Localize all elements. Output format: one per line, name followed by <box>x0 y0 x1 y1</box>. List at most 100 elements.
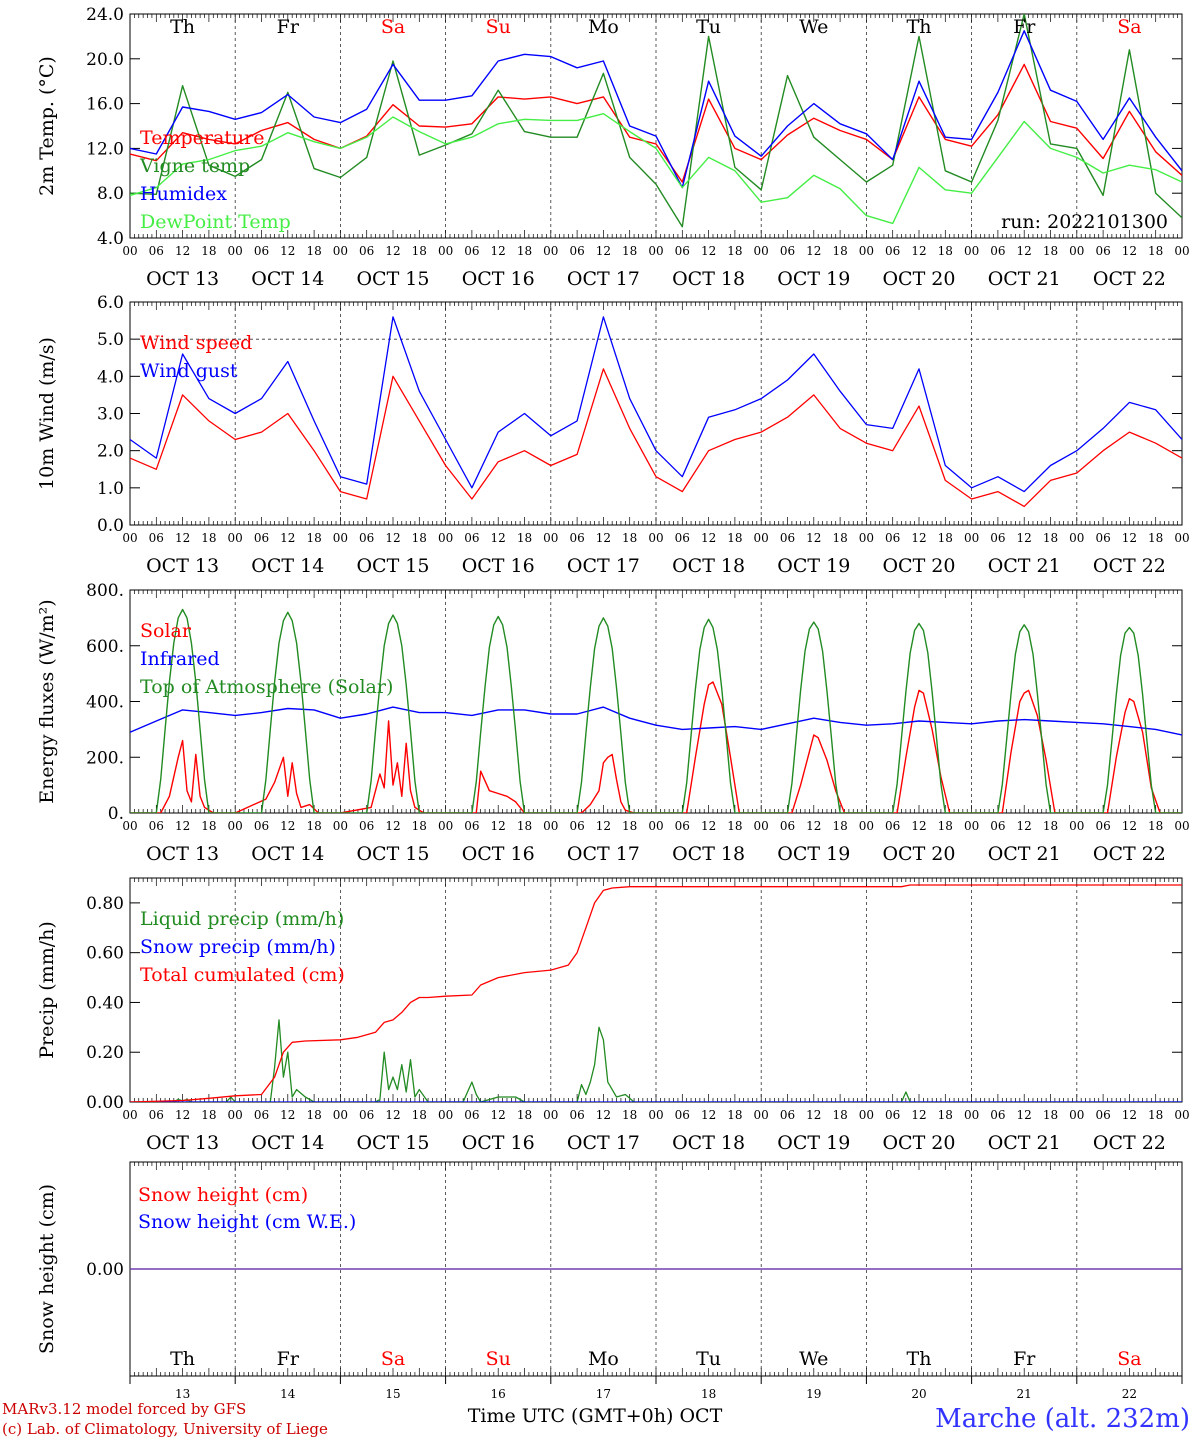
day-number-label: 22 <box>1122 1387 1137 1401</box>
hour-tick-label: 18 <box>201 1108 216 1122</box>
hour-tick-label: 06 <box>569 1108 584 1122</box>
hour-tick-label: 12 <box>385 1108 400 1122</box>
hour-tick-label: 00 <box>438 819 453 833</box>
hour-tick-label: 18 <box>1148 1108 1163 1122</box>
weekday-label: Th <box>907 1348 932 1370</box>
hour-tick-label: 12 <box>596 819 611 833</box>
day-label: OCT 22 <box>1093 555 1166 577</box>
hour-tick-label: 00 <box>964 1108 979 1122</box>
day-label: OCT 17 <box>567 843 640 865</box>
hour-tick-label: 06 <box>149 531 164 545</box>
legend-entry: Vigne temp <box>139 155 250 177</box>
hour-tick-label: 00 <box>228 819 243 833</box>
hour-tick-label: 06 <box>569 244 584 258</box>
hour-tick-label: 00 <box>648 1108 663 1122</box>
y-tick-label: 200. <box>86 748 124 768</box>
hour-tick-label: 06 <box>780 1108 795 1122</box>
hour-tick-label: 12 <box>1017 819 1032 833</box>
series-line-wind-gust <box>130 316 1182 493</box>
weekday-label: Tu <box>696 1348 721 1370</box>
hour-tick-label: 18 <box>832 1108 847 1122</box>
legend-entry: Snow precip (mm/h) <box>140 936 336 958</box>
hour-tick-label: 12 <box>1017 1108 1032 1122</box>
y-tick-label: 0. <box>108 804 124 824</box>
legend-entry: Infrared <box>140 648 220 670</box>
hour-tick-label: 12 <box>911 1108 926 1122</box>
legend-entry: DewPoint Temp <box>140 211 291 233</box>
hour-tick-label: 12 <box>280 244 295 258</box>
hour-tick-label: 18 <box>412 819 427 833</box>
hour-tick-label: 00 <box>754 244 769 258</box>
legend-entry: Wind speed <box>140 332 252 354</box>
day-label: OCT 22 <box>1093 268 1166 290</box>
day-number-label: 18 <box>701 1387 716 1401</box>
hour-tick-label: 06 <box>885 1108 900 1122</box>
y-axis-label: Snow height (cm) <box>36 1184 58 1354</box>
hour-tick-label: 06 <box>254 1108 269 1122</box>
hour-tick-label: 12 <box>806 244 821 258</box>
hour-tick-label: 00 <box>1069 819 1084 833</box>
day-label: OCT 20 <box>882 1132 955 1154</box>
hour-tick-label: 00 <box>754 1108 769 1122</box>
hour-tick-label: 00 <box>543 244 558 258</box>
hour-tick-label: 18 <box>938 244 953 258</box>
hour-tick-label: 00 <box>964 819 979 833</box>
hour-tick-label: 18 <box>1043 1108 1058 1122</box>
hour-tick-label: 00 <box>228 1108 243 1122</box>
hour-tick-label: 12 <box>596 244 611 258</box>
series-line-infrared <box>130 706 1182 736</box>
day-label: OCT 17 <box>567 555 640 577</box>
station-label: Marche (alt. 232m) <box>935 1404 1190 1434</box>
hour-tick-label: 00 <box>122 819 137 833</box>
y-tick-label: 0.0 <box>97 516 124 536</box>
hour-tick-label: 12 <box>280 819 295 833</box>
plot-frame <box>129 13 1183 239</box>
hour-tick-label: 12 <box>701 531 716 545</box>
hour-tick-label: 18 <box>622 1108 637 1122</box>
hour-tick-label: 12 <box>175 244 190 258</box>
day-label: OCT 14 <box>251 843 324 865</box>
hour-tick-label: 06 <box>254 531 269 545</box>
y-axis-label: 2m Temp. (°C) <box>36 56 58 196</box>
panel-precip: 0.00 0.20 0.40 0.60 0.80 Precip (mm/h) Liquid … <box>36 877 1190 1154</box>
hour-tick-label: 18 <box>622 819 637 833</box>
hour-tick-label: 06 <box>464 244 479 258</box>
weekday-label: Tu <box>696 16 721 38</box>
hour-tick-label: 12 <box>596 1108 611 1122</box>
hour-tick-label: 00 <box>648 531 663 545</box>
hour-tick-label: 00 <box>1069 531 1084 545</box>
series-line-solar <box>130 681 1182 813</box>
weekday-label: Su <box>486 1348 511 1370</box>
hour-tick-label: 06 <box>990 244 1005 258</box>
hour-tick-label: 00 <box>1174 1108 1189 1122</box>
day-label: OCT 16 <box>462 843 535 865</box>
hour-tick-label: 06 <box>1095 1108 1110 1122</box>
hour-tick-label: 18 <box>306 531 321 545</box>
hour-tick-label: 18 <box>306 819 321 833</box>
day-label: OCT 18 <box>672 555 745 577</box>
hour-tick-label: 06 <box>254 819 269 833</box>
day-label: OCT 19 <box>777 843 850 865</box>
series-line-humidex <box>130 30 1182 189</box>
y-tick-label: 8.0 <box>97 184 124 204</box>
y-axis-label: Energy fluxes (W/m²) <box>36 599 58 803</box>
series-line-top-of-atmosphere-solar- <box>130 608 1182 813</box>
hour-tick-label: 18 <box>201 819 216 833</box>
hour-tick-label: 06 <box>780 819 795 833</box>
hour-tick-label: 06 <box>359 819 374 833</box>
series-group <box>130 316 1182 508</box>
run-label: run: 2022101300 <box>1001 211 1168 233</box>
day-label: OCT 15 <box>356 555 429 577</box>
day-label: OCT 20 <box>882 843 955 865</box>
hour-tick-label: 18 <box>622 244 637 258</box>
y-tick-label: 4.0 <box>97 229 124 249</box>
day-label: OCT 21 <box>988 1132 1061 1154</box>
hour-tick-label: 18 <box>622 531 637 545</box>
day-label: OCT 14 <box>251 555 324 577</box>
panel-wind: 0.0 1.0 2.0 3.0 4.0 5.0 6.0 10m Wind (m/s) Wind … <box>36 293 1190 577</box>
hour-tick-label: 00 <box>122 244 137 258</box>
hour-tick-label: 00 <box>859 819 874 833</box>
hour-tick-label: 12 <box>911 819 926 833</box>
y-tick-label: 3.0 <box>97 405 124 425</box>
hour-tick-label: 18 <box>306 1108 321 1122</box>
